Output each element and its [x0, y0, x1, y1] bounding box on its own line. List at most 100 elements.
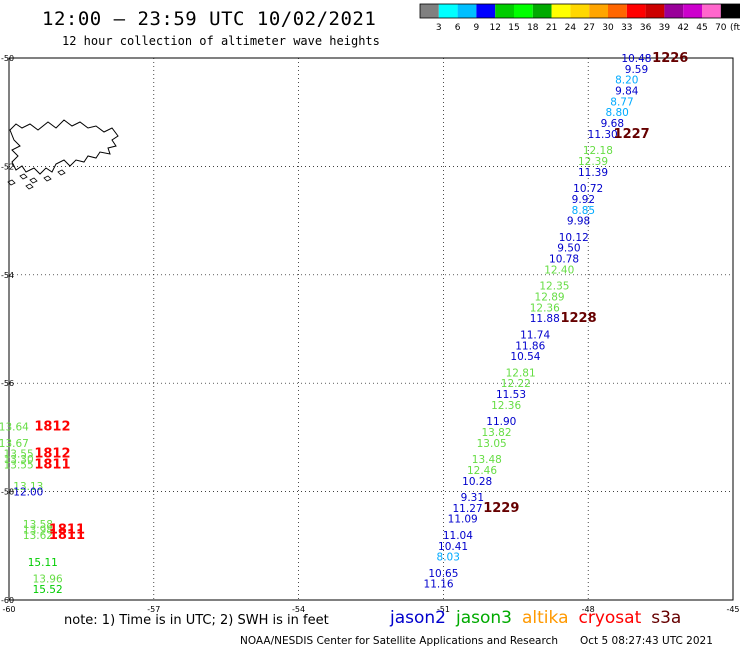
swh-value-label: 8.20: [615, 75, 638, 87]
swh-value-label: 13.13: [13, 481, 43, 493]
swh-value-label: 9.59: [625, 64, 648, 76]
swh-value-label: 12.46: [467, 465, 497, 477]
colorbar-tick-label: 9: [474, 23, 480, 33]
swh-value-label: 13.62: [23, 530, 53, 542]
footer-timestamp: Oct 5 08:27:43 UTC 2021: [580, 635, 713, 647]
island: [57, 169, 66, 176]
swh-value-label: 13.98: [23, 525, 53, 537]
colorbar-swatch: [626, 4, 646, 18]
swh-value-label: 13.55: [4, 449, 34, 461]
pass-time-label: 1226: [652, 51, 688, 66]
colorbar-tick-label: 3: [436, 23, 442, 33]
lat-tick-label: -60: [1, 596, 14, 605]
swh-value-label: 13.96: [33, 573, 63, 585]
legend-item-altika: altika: [522, 608, 569, 628]
lon-tick-label: -54: [292, 605, 305, 614]
colorbar-tick-label: 30: [602, 23, 614, 33]
lat-tick-label: -52: [1, 162, 14, 171]
island: [7, 179, 16, 186]
colorbar-swatch: [589, 4, 608, 18]
swh-value-label: 12.00: [13, 487, 43, 499]
colorbar-swatch: [702, 4, 721, 18]
colorbar-swatch: [664, 4, 684, 18]
swh-value-label: 9.98: [567, 216, 590, 228]
page-subtitle: 12 hour collection of altimeter wave hei…: [62, 34, 380, 48]
colorbar-tick-label: 12: [489, 23, 500, 33]
legend-item-s3a: s3a: [651, 608, 682, 628]
colorbar-swatch: [420, 4, 439, 18]
colorbar-tick-label: 45: [696, 23, 707, 33]
colorbar-swatch: [551, 4, 571, 18]
swh-value-label: 12.81: [506, 367, 536, 379]
swh-value-label: 11.90: [486, 416, 516, 428]
swh-value-label: 13.30: [4, 454, 34, 466]
pass-time-label: 1229: [483, 501, 519, 516]
swh-value-label: 13.48: [472, 454, 502, 466]
swh-value-label: 11.39: [578, 167, 608, 179]
footer-note: note: 1) Time is in UTC; 2) SWH is in fe…: [64, 613, 329, 628]
swh-value-label: 12.40: [544, 264, 574, 276]
swh-value-label: 10.12: [559, 232, 589, 244]
swh-value-label: 12.35: [539, 281, 569, 293]
lat-tick-label: -54: [1, 271, 14, 280]
lat-tick-label: -58: [1, 488, 14, 497]
swh-value-label: 13.67: [0, 438, 29, 450]
pass-time-label: 1228: [560, 311, 596, 326]
pass-time-label: 1811: [49, 523, 85, 538]
colorbar-tick-label: 42: [677, 23, 688, 33]
swh-value-label: 12.36: [491, 400, 521, 412]
swh-value-label: 15.52: [33, 584, 63, 596]
swh-value-label: 12.89: [535, 291, 565, 303]
lon-tick-label: -51: [437, 605, 450, 614]
swh-value-label: 13.55: [4, 460, 34, 472]
swh-value-label: 10.72: [573, 183, 603, 195]
swh-value-label: 10.28: [462, 476, 492, 488]
legend-item-cryosat: cryosat: [578, 608, 642, 628]
satellite-legend: jason2 jason3 altika cryosat s3a: [390, 608, 691, 628]
swh-value-label: 11.27: [453, 503, 483, 515]
page-title: 12:00 – 23:59 UTC 10/02/2021: [42, 8, 377, 30]
swh-value-label: 11.88: [530, 313, 560, 325]
swh-value-label: 9.68: [601, 118, 624, 130]
swh-value-label: 13.05: [477, 438, 507, 450]
map-frame: [8, 57, 734, 601]
lat-tick-label: -50: [1, 54, 14, 63]
legend-item-jason3: jason3: [456, 608, 512, 628]
island: [19, 173, 28, 180]
colorbar-tick-label: 33: [621, 23, 632, 33]
swh-value-label: 11.74: [520, 329, 550, 341]
swh-value-label: 13.82: [481, 427, 511, 439]
legend-item-jason2: jason2: [390, 608, 446, 628]
lon-tick-label: -60: [2, 605, 15, 614]
pass-time-label: 1812: [34, 447, 70, 462]
swh-value-label: 10.48: [621, 53, 651, 65]
swh-value-label: 12.39: [578, 156, 608, 168]
colorbar-swatch: [495, 4, 514, 18]
colorbar-swatch: [683, 4, 702, 18]
falkland-islands-land: [7, 119, 119, 190]
swh-value-label: 8.03: [437, 552, 460, 564]
swh-value-label: 8.80: [605, 107, 628, 119]
lon-tick-label: -57: [147, 605, 160, 614]
swh-value-label: 15.11: [28, 557, 58, 569]
lat-tick-label: -56: [1, 379, 14, 388]
swh-value-label: 11.16: [424, 579, 454, 591]
swh-value-label: 13.58: [23, 519, 53, 531]
colorbar-swatch: [457, 4, 477, 18]
colorbar-unit: (ft): [730, 23, 740, 33]
swh-value-label: 8.85: [572, 205, 595, 217]
swh-value-label: 12.36: [530, 302, 560, 314]
colorbar-tick-label: 70: [715, 23, 727, 33]
colorbar-tick-label: 6: [455, 23, 461, 33]
colorbar-swatch: [645, 4, 665, 18]
colorbar-tick-label: 27: [583, 23, 594, 33]
swh-value-label: 13.64: [0, 422, 29, 434]
swh-value-label: 8.77: [610, 96, 633, 108]
swh-value-label: 12.18: [583, 145, 613, 157]
island: [43, 175, 52, 182]
lon-tick-label: -48: [582, 605, 595, 614]
island: [25, 183, 34, 190]
swh-value-label: 11.86: [515, 340, 545, 352]
swh-value-label: 11.04: [443, 530, 473, 542]
colorbar-swatch: [438, 4, 458, 18]
